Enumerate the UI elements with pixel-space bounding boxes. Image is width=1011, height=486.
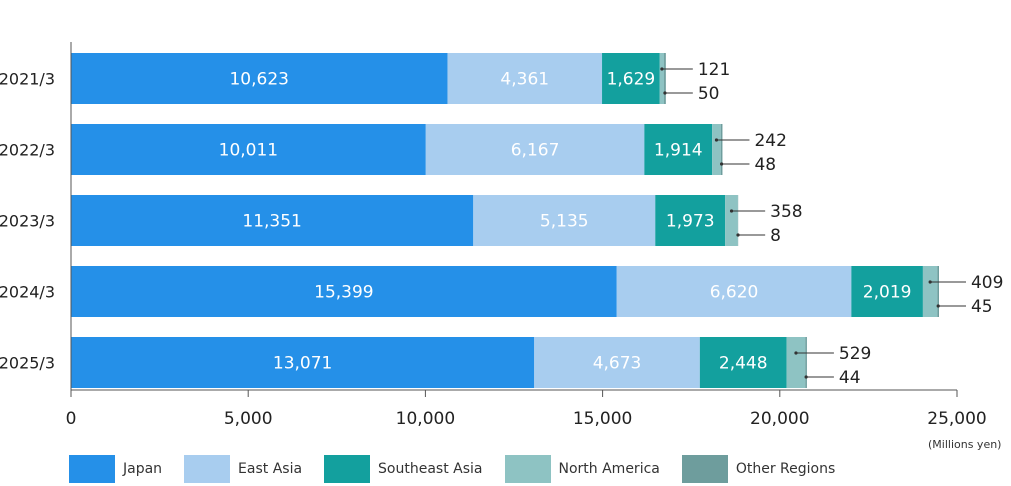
bar-segment <box>725 195 738 246</box>
legend-label: Other Regions <box>735 461 836 477</box>
legend-item: Southeast Asia <box>324 455 483 483</box>
data-label: 2,448 <box>719 354 768 374</box>
data-label: 11,351 <box>242 212 301 232</box>
data-label: 15,399 <box>314 283 373 303</box>
bar-segment <box>712 124 721 175</box>
data-label: 1,914 <box>654 141 703 161</box>
callout-dot <box>936 304 940 308</box>
callout-dot <box>804 375 808 379</box>
bar-segment <box>922 266 938 317</box>
data-label: 2,019 <box>863 283 912 303</box>
x-tick-label: 20,000 <box>750 409 809 429</box>
category-label: 2024/3 <box>0 283 55 302</box>
legend-item: Other Regions <box>681 455 836 483</box>
x-tick-label: 15,000 <box>573 409 632 429</box>
bar-segment <box>851 266 923 317</box>
category-label: 2022/3 <box>0 141 55 160</box>
legend-label: East Asia <box>238 461 303 477</box>
callout-dot <box>928 280 932 284</box>
legend-swatch <box>681 455 728 483</box>
x-tick-label: 10,000 <box>396 409 455 429</box>
x-tick-label: 0 <box>66 409 77 429</box>
bar-segment <box>602 53 660 104</box>
callout-dot <box>720 162 724 166</box>
bar-segment <box>71 124 426 175</box>
callout-label: 409 <box>971 273 1003 293</box>
bar-segment <box>71 53 448 104</box>
callout-dot <box>660 67 664 71</box>
x-tick-label: 25,000 <box>927 409 986 429</box>
callout-label: 121 <box>698 60 730 80</box>
bar-segment <box>720 124 723 175</box>
data-label: 4,361 <box>500 70 549 90</box>
legend-swatch <box>184 455 231 483</box>
bar-segment <box>616 266 852 317</box>
callout-dot <box>663 91 667 95</box>
data-label: 5,135 <box>540 212 589 232</box>
bar-segment <box>659 53 665 104</box>
bar-segment <box>699 337 787 388</box>
callout-label: 8 <box>770 226 781 246</box>
legend: Japan East Asia Southeast Asia North Americ… <box>69 455 857 483</box>
legend-label: Southeast Asia <box>378 461 483 477</box>
legend-label: Japan <box>123 461 163 477</box>
legend-swatch <box>69 455 115 483</box>
data-label: 1,629 <box>607 70 656 90</box>
legend-item: North America <box>504 455 660 483</box>
data-label: 6,620 <box>710 283 759 303</box>
legend-item: Japan <box>69 455 162 483</box>
callout-label: 529 <box>839 344 871 364</box>
bar-segment <box>71 266 617 317</box>
callout-label: 44 <box>839 368 861 388</box>
legend-swatch <box>324 455 371 483</box>
callout-label: 242 <box>754 131 786 151</box>
bar-segment <box>644 124 713 175</box>
category-label: 2021/3 <box>0 70 55 89</box>
callout-label: 358 <box>770 202 802 222</box>
data-label: 1,973 <box>666 212 715 232</box>
callout-dot <box>714 138 719 142</box>
unit-label: (Millions yen) <box>928 438 1002 451</box>
bar-segment <box>473 195 656 246</box>
data-label: 6,167 <box>511 141 560 161</box>
data-label: 10,011 <box>219 141 278 161</box>
bar-segment <box>425 124 645 175</box>
legend-item: East Asia <box>184 455 302 483</box>
bar-segment <box>447 53 603 104</box>
bar-segment <box>937 266 939 317</box>
category-label: 2023/3 <box>0 212 55 231</box>
data-label: 13,071 <box>273 354 332 374</box>
bar-segment <box>805 337 807 388</box>
x-tick-label: 5,000 <box>224 409 273 429</box>
bar-segment <box>664 53 666 104</box>
category-label: 2025/3 <box>0 354 55 373</box>
callout-dot <box>736 233 740 237</box>
callout-label: 50 <box>698 84 720 104</box>
callout-label: 45 <box>971 297 993 317</box>
callout-dot <box>729 209 734 213</box>
bar-segment <box>534 337 700 388</box>
data-label: 4,673 <box>593 354 642 374</box>
bar-segment <box>786 337 806 388</box>
data-label: 10,623 <box>229 70 288 90</box>
callout-label: 48 <box>754 155 776 175</box>
legend-swatch <box>504 455 551 483</box>
legend-label: North America <box>558 461 660 477</box>
bar-segment <box>71 195 474 246</box>
bar-segment <box>71 337 535 388</box>
bar-segment <box>655 195 726 246</box>
callout-dot <box>794 351 798 355</box>
